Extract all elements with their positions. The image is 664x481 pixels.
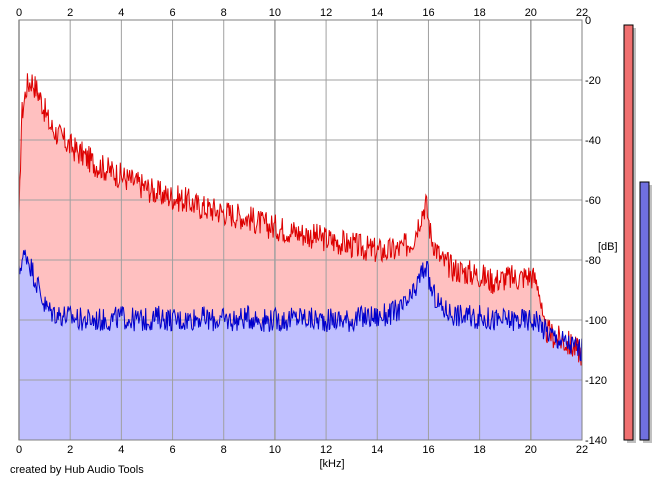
x-tick-label-bottom: 14 xyxy=(371,444,383,456)
x-tick-label-bottom: 20 xyxy=(525,444,537,456)
x-tick-label-top: 16 xyxy=(422,7,434,19)
x-tick-label-top: 2 xyxy=(67,7,73,19)
x-tick-label-bottom: 22 xyxy=(576,444,588,456)
plot-border xyxy=(18,19,583,441)
x-tick-label-top: 14 xyxy=(371,7,383,19)
y-tick-label: -20 xyxy=(585,75,601,87)
series-lines xyxy=(18,73,583,366)
series-fill-1 xyxy=(19,249,582,440)
x-tick-label-bottom: 6 xyxy=(169,444,175,456)
x-tick-label-bottom: 2 xyxy=(67,444,73,456)
level-meter-bar xyxy=(639,181,650,441)
y-tick-label: -140 xyxy=(585,435,607,447)
series-line-1 xyxy=(18,249,583,362)
y-tick-label: -40 xyxy=(585,135,601,147)
x-tick-label-bottom: 8 xyxy=(221,444,227,456)
x-tick-label-top: 12 xyxy=(320,7,332,19)
x-tick-label-bottom: 10 xyxy=(269,444,281,456)
credit-text: created by Hub Audio Tools xyxy=(10,464,144,476)
x-tick-label-bottom: 16 xyxy=(422,444,434,456)
series-fills xyxy=(19,73,582,441)
x-tick-label-bottom: 12 xyxy=(320,444,332,456)
y-axis-label: [dB] xyxy=(598,241,618,253)
x-axis-label: [kHz] xyxy=(319,458,344,470)
y-tick-label: -120 xyxy=(585,375,607,387)
x-tick-label-top: 20 xyxy=(525,7,537,19)
y-tick-label: -60 xyxy=(585,195,601,207)
x-tick-label-top: 22 xyxy=(576,7,588,19)
x-tick-label-top: 6 xyxy=(169,7,175,19)
y-tick-label: 0 xyxy=(585,15,591,27)
y-tick-labels: 0 -20 -40 -60 -80 -100 -120 -140 xyxy=(585,15,607,447)
x-tick-label-top: 18 xyxy=(474,7,486,19)
x-tick-label-bottom: 4 xyxy=(118,444,124,456)
x-tick-label-top: 4 xyxy=(118,7,124,19)
x-tick-label-bottom: 18 xyxy=(474,444,486,456)
level-meters xyxy=(623,24,652,443)
series-line-0 xyxy=(18,73,583,366)
y-tick-label: -80 xyxy=(585,255,601,267)
x-tick-label-top: 10 xyxy=(269,7,281,19)
level-meter-bar xyxy=(623,24,634,441)
y-tick-label: -100 xyxy=(585,315,607,327)
x-tick-label-top: 0 xyxy=(16,7,22,19)
x-tick-label-bottom: 0 xyxy=(16,444,22,456)
x-tick-label-top: 8 xyxy=(221,7,227,19)
